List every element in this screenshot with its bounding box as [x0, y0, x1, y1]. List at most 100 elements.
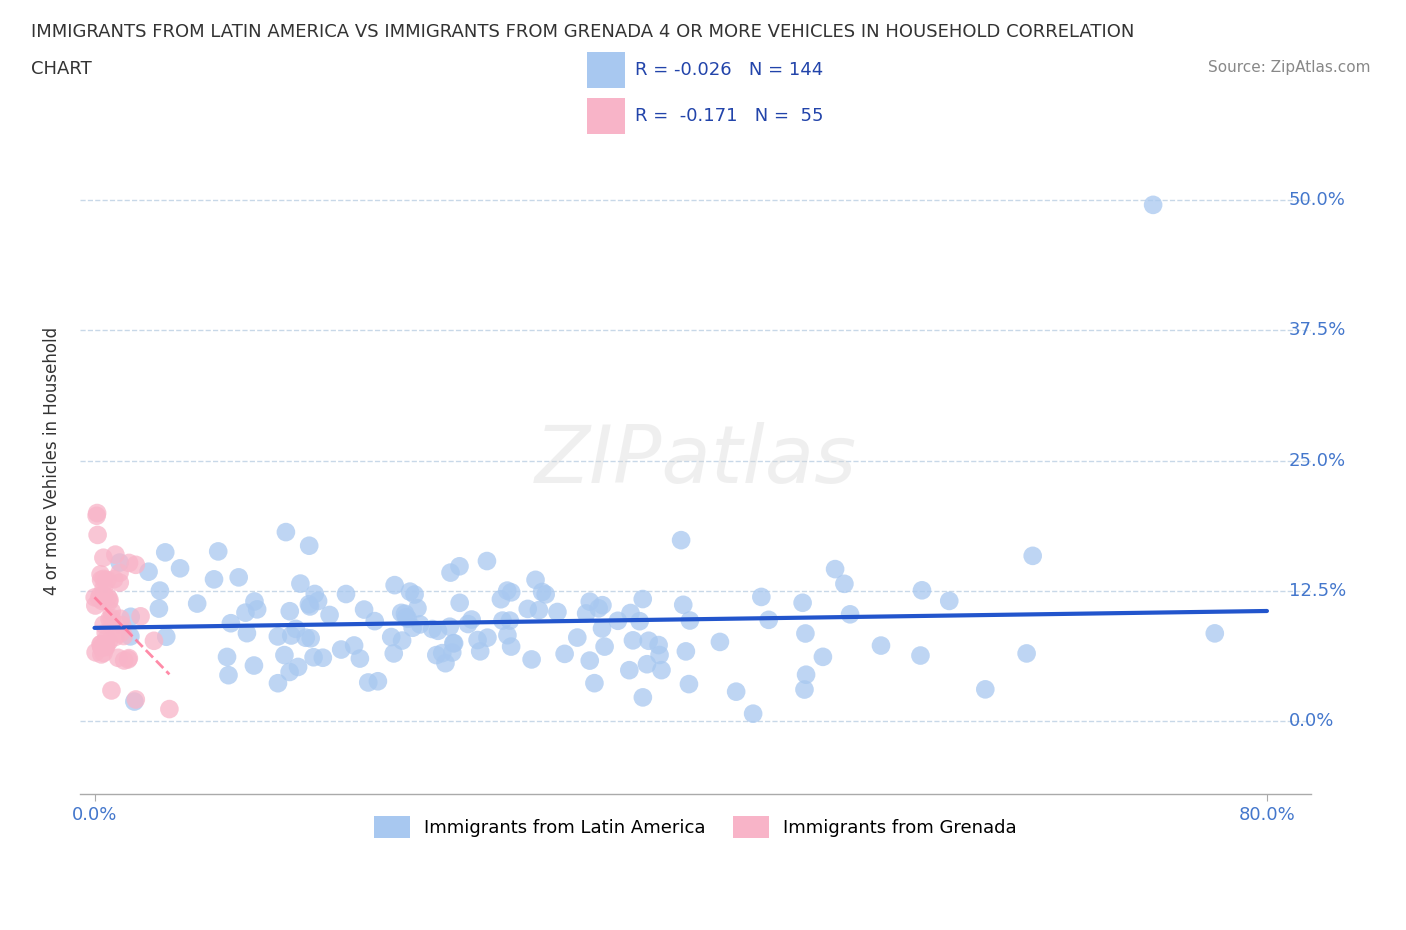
- Point: [460, 612, 482, 627]
- Point: [758, 612, 780, 627]
- Point: [118, 555, 141, 570]
- Point: [591, 598, 613, 613]
- Point: [93, 588, 115, 603]
- Point: [274, 525, 297, 539]
- Point: [475, 553, 498, 568]
- Point: [793, 682, 815, 697]
- Point: [93, 551, 115, 565]
- Point: [246, 602, 269, 617]
- Point: [120, 629, 142, 644]
- Text: 25.0%: 25.0%: [1289, 452, 1346, 470]
- Point: [578, 594, 600, 609]
- Point: [520, 652, 543, 667]
- Point: [467, 632, 489, 647]
- Point: [501, 585, 523, 600]
- Point: [94, 638, 117, 653]
- Point: [86, 527, 108, 542]
- Point: [396, 611, 419, 626]
- Point: [267, 676, 290, 691]
- Point: [531, 585, 554, 600]
- Point: [575, 606, 598, 621]
- Point: [870, 638, 893, 653]
- Point: [742, 706, 765, 721]
- Point: [307, 593, 329, 608]
- Point: [567, 631, 589, 645]
- Point: [235, 605, 257, 620]
- Point: [404, 587, 426, 602]
- Point: [93, 645, 115, 660]
- Point: [97, 590, 120, 604]
- Point: [149, 583, 172, 598]
- Point: [343, 638, 366, 653]
- Point: [108, 565, 131, 580]
- Point: [401, 620, 423, 635]
- Point: [91, 593, 114, 608]
- Point: [86, 509, 108, 524]
- Point: [90, 641, 112, 656]
- Point: [441, 645, 464, 660]
- Point: [97, 634, 120, 649]
- Point: [477, 631, 499, 645]
- Point: [669, 533, 692, 548]
- Point: [138, 565, 160, 579]
- Point: [290, 577, 312, 591]
- Point: [129, 609, 152, 624]
- Point: [910, 648, 932, 663]
- Text: R = -0.026   N = 144: R = -0.026 N = 144: [636, 60, 824, 79]
- Point: [100, 604, 122, 618]
- Legend: Immigrants from Latin America, Immigrants from Grenada: Immigrants from Latin America, Immigrant…: [367, 809, 1024, 845]
- Point: [434, 656, 457, 671]
- Point: [94, 640, 117, 655]
- Point: [546, 604, 568, 619]
- Point: [709, 634, 731, 649]
- Point: [491, 613, 513, 628]
- Point: [107, 650, 129, 665]
- Point: [304, 587, 326, 602]
- Point: [439, 565, 461, 580]
- Point: [100, 683, 122, 698]
- Point: [527, 603, 550, 618]
- Point: [1142, 197, 1164, 212]
- Point: [449, 595, 471, 610]
- Point: [811, 649, 834, 664]
- Point: [90, 640, 112, 655]
- Point: [839, 607, 862, 622]
- Point: [90, 637, 112, 652]
- Point: [588, 601, 610, 616]
- Point: [110, 611, 132, 626]
- Point: [672, 597, 695, 612]
- Point: [169, 561, 191, 576]
- Point: [578, 653, 600, 668]
- Point: [148, 601, 170, 616]
- Point: [104, 547, 127, 562]
- Point: [824, 562, 846, 577]
- Point: [391, 633, 413, 648]
- Bar: [586, 98, 624, 134]
- Point: [583, 676, 606, 691]
- Point: [93, 618, 115, 632]
- Point: [142, 633, 165, 648]
- Text: IMMIGRANTS FROM LATIN AMERICA VS IMMIGRANTS FROM GRENADA 4 OR MORE VEHICLES IN H: IMMIGRANTS FROM LATIN AMERICA VS IMMIGRA…: [31, 23, 1135, 41]
- Point: [974, 682, 997, 697]
- Point: [219, 616, 242, 631]
- Point: [399, 584, 422, 599]
- Point: [273, 647, 295, 662]
- Point: [395, 610, 418, 625]
- Point: [593, 639, 616, 654]
- Point: [675, 644, 697, 658]
- Point: [298, 597, 321, 612]
- Point: [125, 557, 148, 572]
- Point: [84, 644, 107, 659]
- Point: [432, 645, 454, 660]
- Point: [112, 653, 135, 668]
- Point: [110, 626, 132, 641]
- Point: [157, 701, 180, 716]
- Point: [619, 605, 641, 620]
- Point: [420, 621, 443, 636]
- Point: [125, 692, 148, 707]
- Point: [243, 658, 266, 673]
- Point: [834, 577, 856, 591]
- Point: [186, 596, 208, 611]
- Point: [792, 595, 814, 610]
- Point: [389, 605, 412, 620]
